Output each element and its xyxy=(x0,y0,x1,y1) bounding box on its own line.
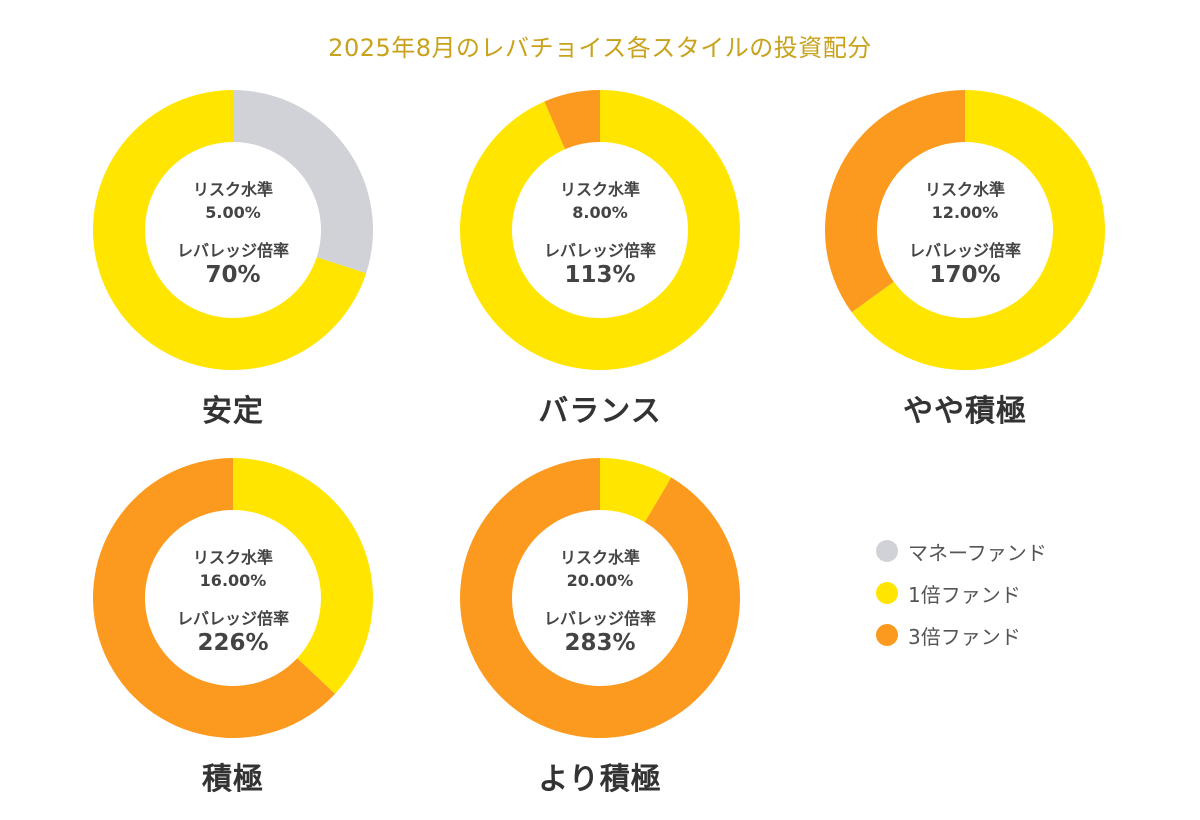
leverage-value: 70% xyxy=(205,262,261,288)
risk-label: リスク水準 xyxy=(559,180,640,199)
risk-label: リスク水準 xyxy=(192,548,273,567)
legend-label: 3倍ファンド xyxy=(908,624,1021,649)
legend-item-money-fund: マネーファンド xyxy=(876,540,1047,565)
donut-chart-aggressive: リスク水準 16.00% レバレッジ倍率 226% 積極 xyxy=(93,458,373,798)
risk-label: リスク水準 xyxy=(192,180,273,199)
risk-value: 20.00% xyxy=(566,571,634,590)
donut-svg xyxy=(825,90,1105,370)
donut-chart-moderately-aggressive: リスク水準 12.00% レバレッジ倍率 170% やや積極 xyxy=(825,90,1105,430)
legend-item-1x-fund: 1倍ファンド xyxy=(876,582,1047,607)
slice-3x-fund xyxy=(93,458,336,738)
risk-label: リスク水準 xyxy=(924,180,1005,199)
chart-name: やや積極 xyxy=(903,394,1027,429)
legend: マネーファンド 1倍ファンド 3倍ファンド xyxy=(876,540,1047,666)
risk-value: 12.00% xyxy=(931,203,999,222)
donut-svg xyxy=(460,458,740,738)
donut-svg xyxy=(93,458,373,738)
slice-3x-fund xyxy=(460,458,740,738)
risk-label: リスク水準 xyxy=(559,548,640,567)
donut-chart-stable: リスク水準 5.00% レバレッジ倍率 70% 安定 xyxy=(93,90,373,430)
donut-svg xyxy=(93,90,373,370)
legend-label: マネーファンド xyxy=(908,540,1047,565)
slice-3x-fund xyxy=(825,90,965,313)
leverage-label: レバレッジ倍率 xyxy=(908,241,1021,260)
slice-money-fund xyxy=(233,90,373,274)
legend-swatch xyxy=(876,582,898,604)
chart-title: 2025年8月のレバチョイス各スタイルの投資配分 xyxy=(328,34,872,62)
leverage-label: レバレッジ倍率 xyxy=(176,241,289,260)
slice-1x-fund xyxy=(460,90,740,370)
slice-3x-fund xyxy=(544,90,600,150)
slice-1x-fund xyxy=(93,90,367,370)
donut-chart-balance: リスク水準 8.00% レバレッジ倍率 113% バランス xyxy=(460,90,740,430)
leverage-label: レバレッジ倍率 xyxy=(543,609,656,628)
leverage-value: 226% xyxy=(197,630,269,656)
chart-name: 安定 xyxy=(202,394,264,429)
donut-svg xyxy=(460,90,740,370)
risk-value: 16.00% xyxy=(199,571,267,590)
slice-1x-fund xyxy=(233,458,373,694)
donut-chart-more-aggressive: リスク水準 20.00% レバレッジ倍率 283% より積極 xyxy=(460,458,740,798)
legend-swatch xyxy=(876,624,898,646)
legend-swatch xyxy=(876,540,898,562)
chart-name: バランス xyxy=(538,394,662,429)
chart-name: より積極 xyxy=(538,762,662,797)
leverage-value: 170% xyxy=(929,262,1001,288)
leverage-label: レバレッジ倍率 xyxy=(543,241,656,260)
chart-name: 積極 xyxy=(202,762,264,797)
risk-value: 5.00% xyxy=(205,203,261,222)
leverage-label: レバレッジ倍率 xyxy=(176,609,289,628)
leverage-value: 283% xyxy=(564,630,636,656)
leverage-value: 113% xyxy=(564,262,636,288)
slice-1x-fund xyxy=(851,90,1105,370)
risk-value: 8.00% xyxy=(572,203,628,222)
legend-label: 1倍ファンド xyxy=(908,582,1021,607)
legend-item-3x-fund: 3倍ファンド xyxy=(876,624,1047,649)
slice-1x-fund xyxy=(600,458,672,523)
